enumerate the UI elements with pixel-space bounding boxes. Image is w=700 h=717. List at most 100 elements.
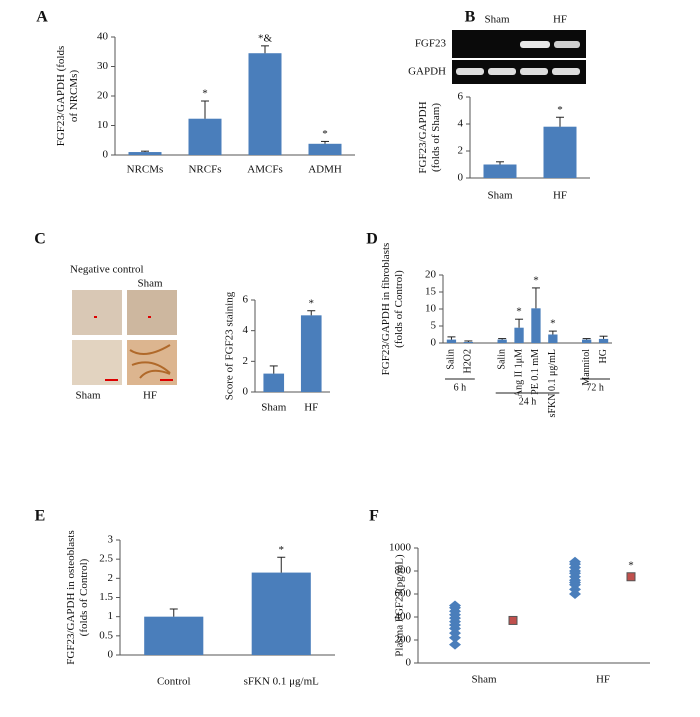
x-tick-label: HF bbox=[304, 402, 318, 414]
error-bar bbox=[464, 340, 473, 342]
y-tick-label: 800 bbox=[395, 565, 412, 577]
y-tick-label: 2 bbox=[243, 355, 249, 367]
y-axis-label: Score of FGF23 staining bbox=[224, 291, 236, 400]
scale-bar bbox=[94, 316, 97, 318]
significance-mark: * bbox=[550, 318, 556, 330]
bar bbox=[463, 341, 473, 343]
bar bbox=[144, 616, 204, 655]
y-axis-label: (folds of Control) bbox=[393, 270, 405, 348]
y-axis-label: FGF23/GAPDH (folds bbox=[55, 46, 67, 147]
y-tick-label: 4 bbox=[243, 324, 249, 336]
x-tick-label: PE 0.1 mM bbox=[530, 349, 541, 395]
histology-image bbox=[72, 340, 122, 385]
y-tick-label: 1 bbox=[108, 610, 114, 622]
y-tick-label: 0 bbox=[243, 386, 249, 398]
group-label: 6 h bbox=[454, 382, 467, 393]
bar bbox=[543, 126, 577, 178]
error-bar bbox=[261, 45, 269, 54]
blot-band bbox=[552, 68, 580, 75]
error-bar bbox=[556, 116, 564, 127]
error-bar bbox=[498, 338, 507, 340]
mean-marker bbox=[626, 572, 636, 582]
error-bar bbox=[582, 338, 591, 340]
y-tick-label: 10 bbox=[97, 119, 109, 131]
error-bar bbox=[531, 287, 540, 309]
bar bbox=[263, 373, 285, 392]
significance-mark: *& bbox=[258, 32, 273, 44]
y-tick-label: 0 bbox=[431, 337, 437, 349]
bar bbox=[308, 143, 342, 155]
x-tick-label: HF bbox=[553, 190, 567, 202]
panel-letter: A bbox=[36, 9, 48, 26]
y-tick-label: 0 bbox=[406, 657, 412, 669]
x-tick-label: Sham bbox=[487, 190, 513, 202]
group-label: 72 h bbox=[586, 382, 604, 393]
error-bar bbox=[321, 140, 329, 144]
x-tick-label: ADMH bbox=[308, 164, 342, 176]
y-tick-label: 10 bbox=[425, 303, 437, 315]
y-tick-label: 0 bbox=[108, 649, 114, 661]
image-label: Sham bbox=[137, 278, 163, 290]
blot-band bbox=[520, 41, 550, 48]
significance-mark: * bbox=[279, 544, 285, 556]
y-tick-label: 2 bbox=[108, 572, 114, 584]
mean-marker bbox=[508, 615, 518, 625]
error-bar bbox=[269, 365, 278, 374]
data-point bbox=[449, 600, 461, 611]
y-tick-label: 20 bbox=[425, 269, 437, 281]
error-bar bbox=[277, 556, 286, 573]
error-bar bbox=[599, 335, 608, 339]
x-tick-label: AMCFs bbox=[247, 164, 282, 176]
y-tick-label: 2 bbox=[458, 145, 464, 157]
panel-letter: F bbox=[369, 508, 379, 525]
histology-image bbox=[127, 290, 177, 335]
significance-mark: * bbox=[533, 274, 539, 286]
bar bbox=[598, 338, 609, 343]
bar bbox=[483, 164, 517, 178]
blot-row-label: FGF23 bbox=[415, 38, 447, 50]
y-axis-label: FGF23/GAPDH bbox=[417, 101, 429, 173]
x-tick-label: Sham bbox=[471, 674, 497, 686]
y-tick-label: 6 bbox=[243, 294, 249, 306]
significance-mark: * bbox=[628, 559, 634, 571]
y-tick-label: 20 bbox=[97, 90, 109, 102]
error-bar bbox=[141, 150, 149, 153]
error-bar bbox=[496, 161, 504, 165]
significance-mark: * bbox=[202, 88, 208, 100]
x-tick-label: HG bbox=[598, 349, 609, 363]
blot-column-label: HF bbox=[553, 14, 567, 26]
blot-row-label: GAPDH bbox=[408, 66, 446, 78]
significance-mark: * bbox=[516, 306, 522, 318]
x-tick-label: Ang II 1μM bbox=[513, 349, 524, 397]
bar bbox=[514, 327, 524, 343]
x-tick-label: sFKN 0.1 μg/mL bbox=[244, 676, 320, 688]
y-tick-label: 1000 bbox=[389, 542, 412, 554]
y-tick-label: 1.5 bbox=[99, 591, 113, 603]
bar bbox=[531, 308, 541, 343]
bar bbox=[548, 334, 558, 343]
y-tick-label: 0 bbox=[103, 149, 109, 161]
blot-band bbox=[488, 68, 516, 75]
y-tick-label: 2.5 bbox=[99, 553, 113, 565]
error-bar bbox=[201, 100, 209, 119]
significance-mark: * bbox=[309, 297, 315, 309]
error-bar bbox=[548, 330, 557, 335]
image-label: Negative control bbox=[70, 264, 144, 276]
y-tick-label: 3 bbox=[108, 534, 114, 546]
bar bbox=[582, 339, 592, 343]
histology-image bbox=[72, 290, 122, 335]
scale-bar bbox=[148, 316, 151, 318]
blot-band bbox=[520, 68, 548, 75]
bar bbox=[188, 118, 222, 155]
y-tick-label: 30 bbox=[97, 60, 109, 72]
error-bar bbox=[307, 310, 316, 316]
y-axis-label: FGF23/GAPDH in fibroblasts bbox=[380, 243, 392, 376]
x-tick-label: Mannitol bbox=[581, 349, 592, 386]
bar bbox=[128, 152, 162, 155]
error-bar bbox=[515, 318, 524, 328]
y-tick-label: 0.5 bbox=[99, 629, 113, 641]
panel-letter: C bbox=[34, 231, 46, 248]
x-tick-label: NRCMs bbox=[127, 164, 164, 176]
panel-letter: D bbox=[366, 231, 378, 248]
